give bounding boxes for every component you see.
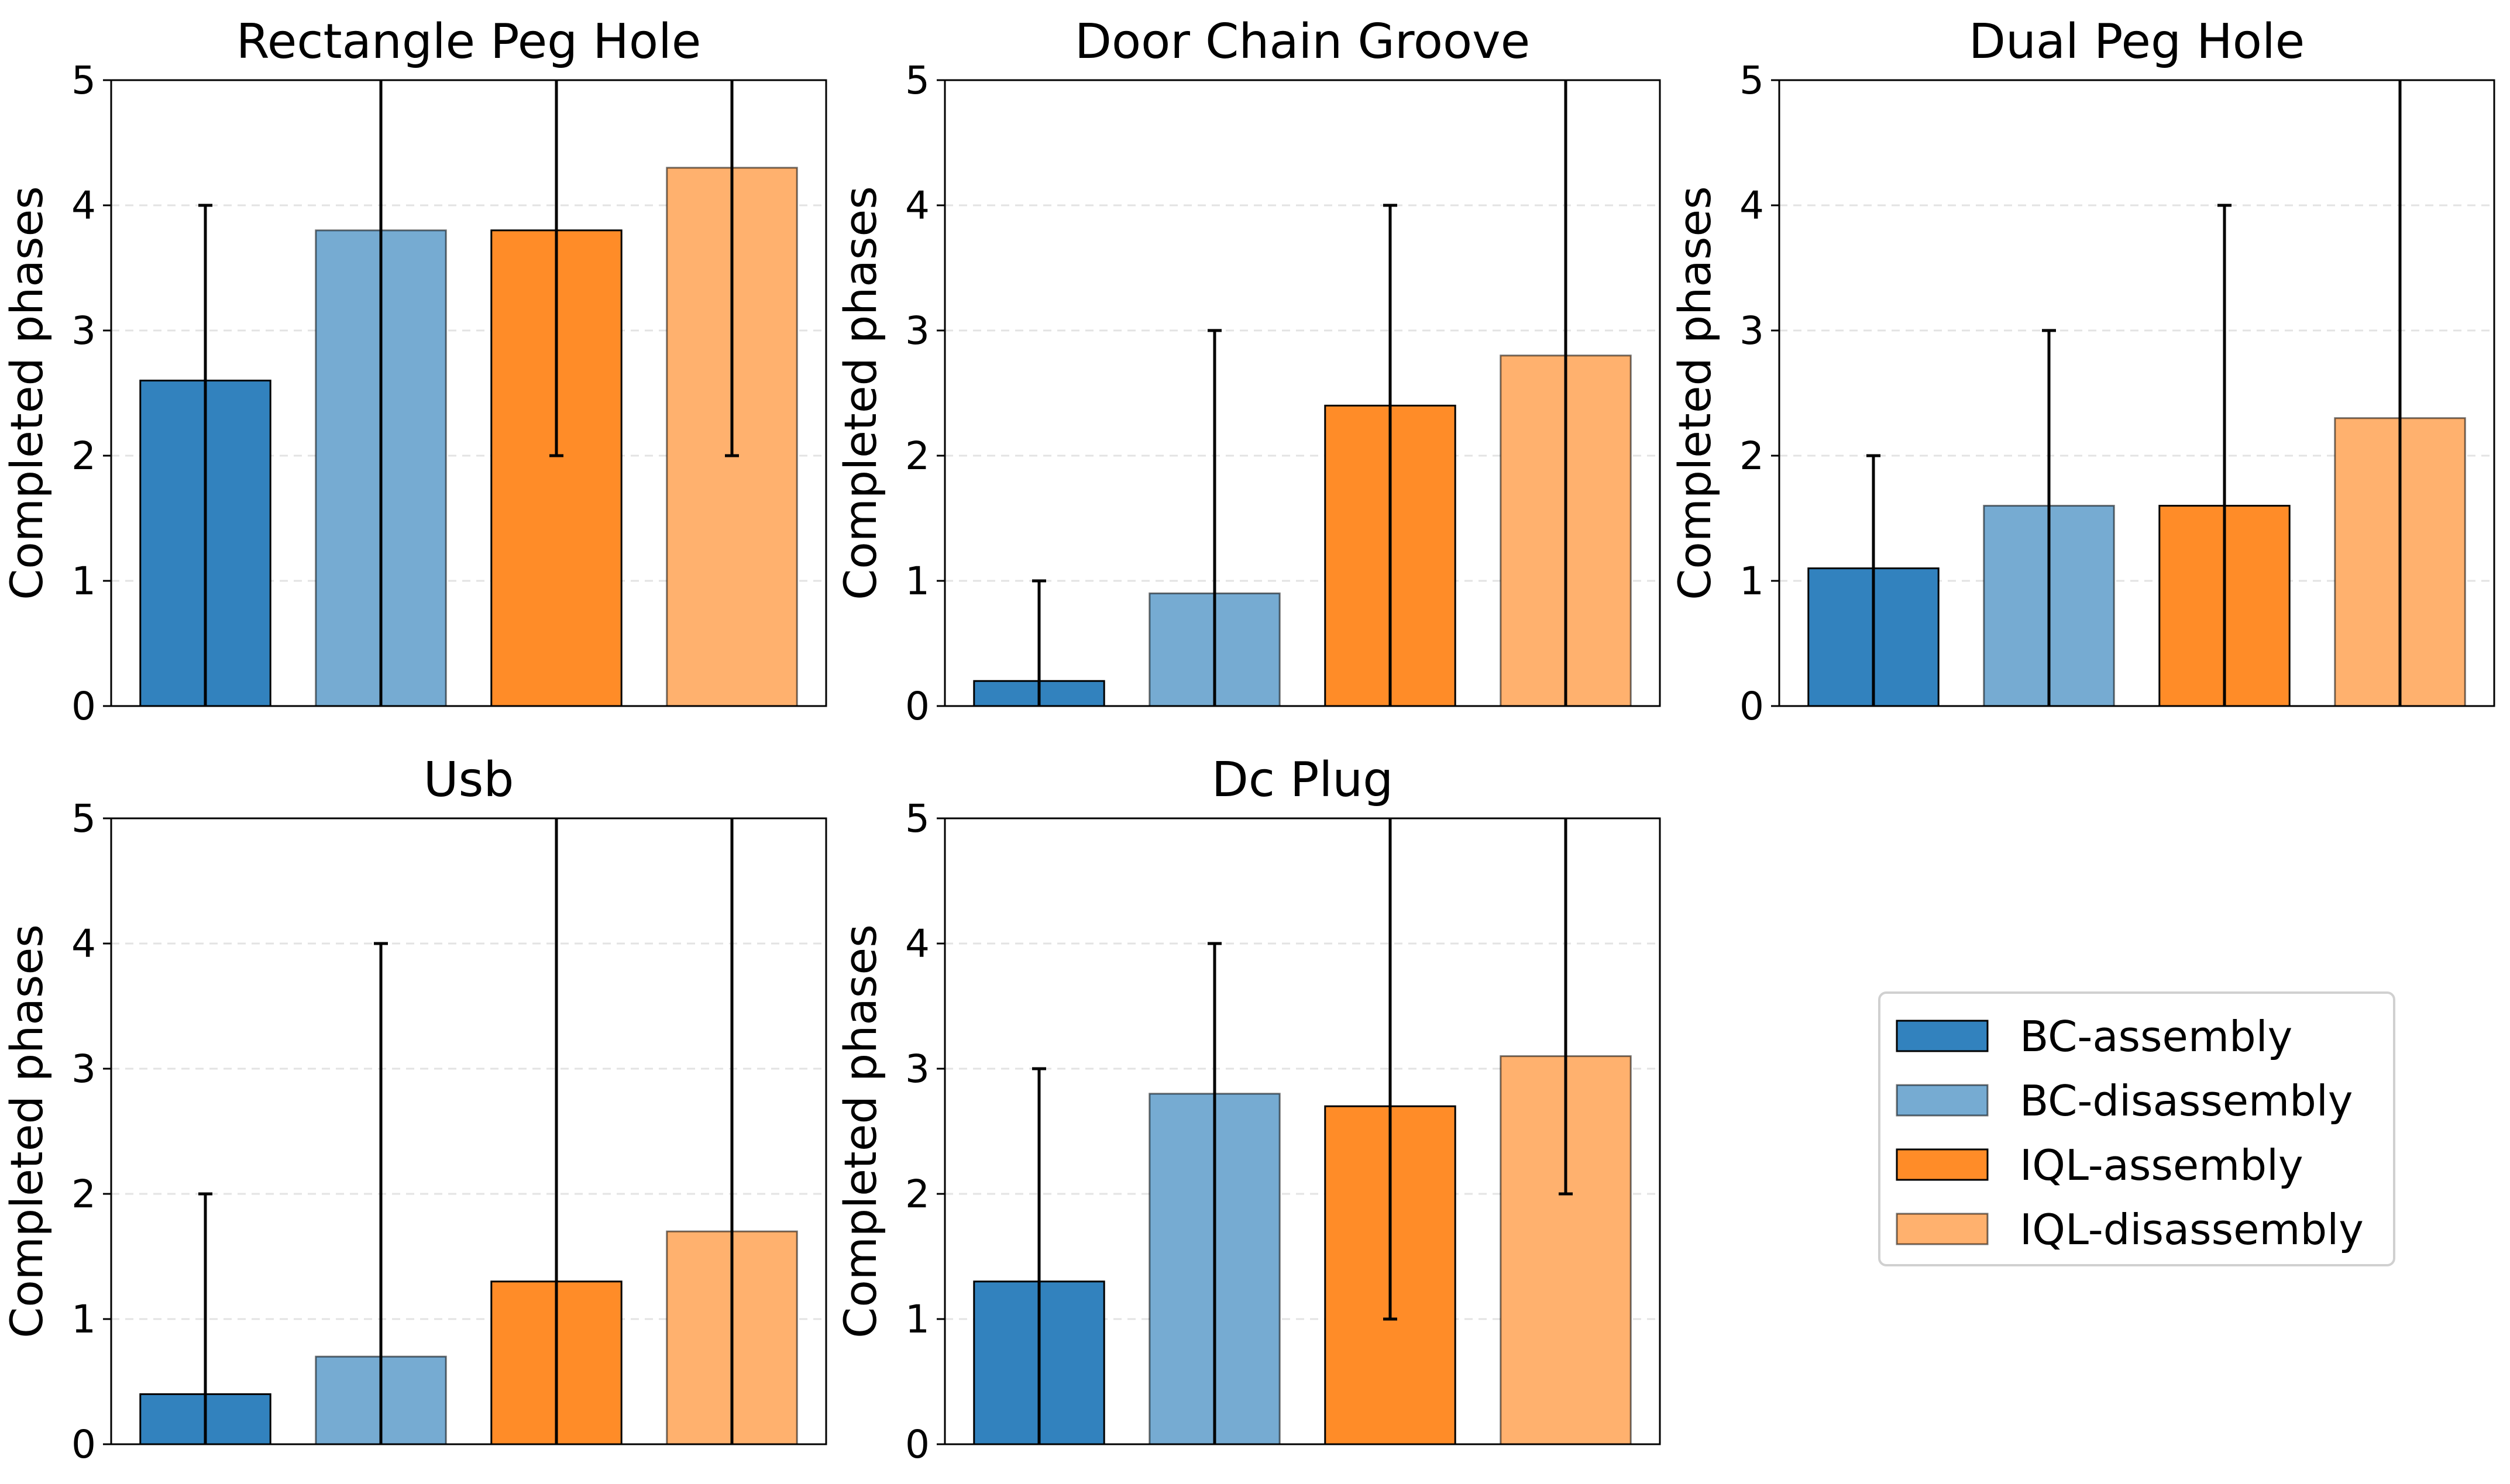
subplot: 0 1 2 3 4 5 Dual Peg Hole Completed phases: [1669, 14, 2495, 729]
legend-frame: [1878, 991, 2395, 1266]
y-tick-label: 1: [905, 559, 930, 604]
legend-label: IQL-disassembly: [2020, 1205, 2364, 1254]
axes-frame: [110, 79, 827, 707]
legend-label: BC-disassembly: [2020, 1076, 2353, 1125]
legend-label: BC-assembly: [2020, 1012, 2292, 1061]
axes-frame: [944, 79, 1661, 707]
y-tick-label: 2: [71, 433, 96, 478]
panel-title: Rectangle Peg Hole: [236, 14, 702, 70]
y-tick-label: 4: [905, 183, 930, 228]
y-axis-label: Completed phases: [1669, 186, 1721, 600]
y-tick-label: 2: [905, 433, 930, 478]
y-tick-label: 5: [905, 796, 930, 841]
y-tick-label: 0: [71, 1422, 96, 1467]
legend-swatch: [1896, 1020, 1989, 1052]
y-tick-label: 3: [905, 308, 930, 353]
panel-title: Dc Plug: [1212, 752, 1394, 808]
y-tick-label: 5: [905, 58, 930, 103]
legend-swatch: [1896, 1148, 1989, 1181]
y-tick-label: 1: [905, 1297, 930, 1342]
legend: BC-assembly BC-disassembly IQL-assembly IQL…: [1878, 991, 2395, 1266]
panel-title: Usb: [424, 752, 514, 808]
y-tick-label: 2: [71, 1172, 96, 1217]
legend-swatch: [1896, 1213, 1989, 1245]
y-tick-label: 4: [71, 183, 96, 228]
y-tick-label: 0: [71, 684, 96, 729]
y-tick-label: 3: [905, 1046, 930, 1092]
subplot: 0 1 2 3 4 5 Usb Completed phases: [1, 752, 827, 1467]
y-tick-label: 0: [905, 1422, 930, 1467]
y-tick-label: 3: [1739, 308, 1764, 353]
y-tick-label: 4: [1739, 183, 1764, 228]
y-tick-label: 2: [1739, 433, 1764, 478]
y-tick-label: 5: [71, 58, 96, 103]
axes-frame: [110, 817, 827, 1445]
y-tick-label: 5: [71, 796, 96, 841]
bar: [1500, 1055, 1632, 1445]
y-axis-label: Completed phases: [1, 186, 53, 600]
axes-frame: [1778, 79, 2495, 707]
subplot: 0 1 2 3 4 5 Dc Plug Completed phases: [834, 752, 1661, 1467]
legend-swatch: [1896, 1084, 1989, 1117]
y-tick-label: 3: [71, 308, 96, 353]
panel-title: Door Chain Groove: [1075, 14, 1530, 70]
y-axis-label: Completed phases: [834, 924, 886, 1338]
y-axis-label: Completed phases: [1, 924, 53, 1338]
axes-frame: [944, 817, 1661, 1445]
subplot: 0 1 2 3 4 5 Door Chain Groove Completed phases: [834, 14, 1661, 729]
y-tick-label: 5: [1739, 58, 1764, 103]
y-tick-label: 1: [71, 1297, 96, 1342]
y-tick-label: 4: [71, 921, 96, 966]
y-tick-label: 1: [71, 559, 96, 604]
y-tick-label: 4: [905, 921, 930, 966]
y-tick-label: 1: [1739, 559, 1764, 604]
y-tick-label: 2: [905, 1172, 930, 1217]
y-tick-label: 0: [905, 684, 930, 729]
y-tick-label: 0: [1739, 684, 1764, 729]
panel-title: Dual Peg Hole: [1969, 14, 2305, 70]
subplot: 0 1 2 3 4 5 Rectangle Peg Hole Completed phases: [1, 14, 827, 729]
y-axis-label: Completed phases: [834, 186, 886, 600]
legend-label: IQL-assembly: [2020, 1141, 2303, 1190]
y-tick-label: 3: [71, 1046, 96, 1092]
